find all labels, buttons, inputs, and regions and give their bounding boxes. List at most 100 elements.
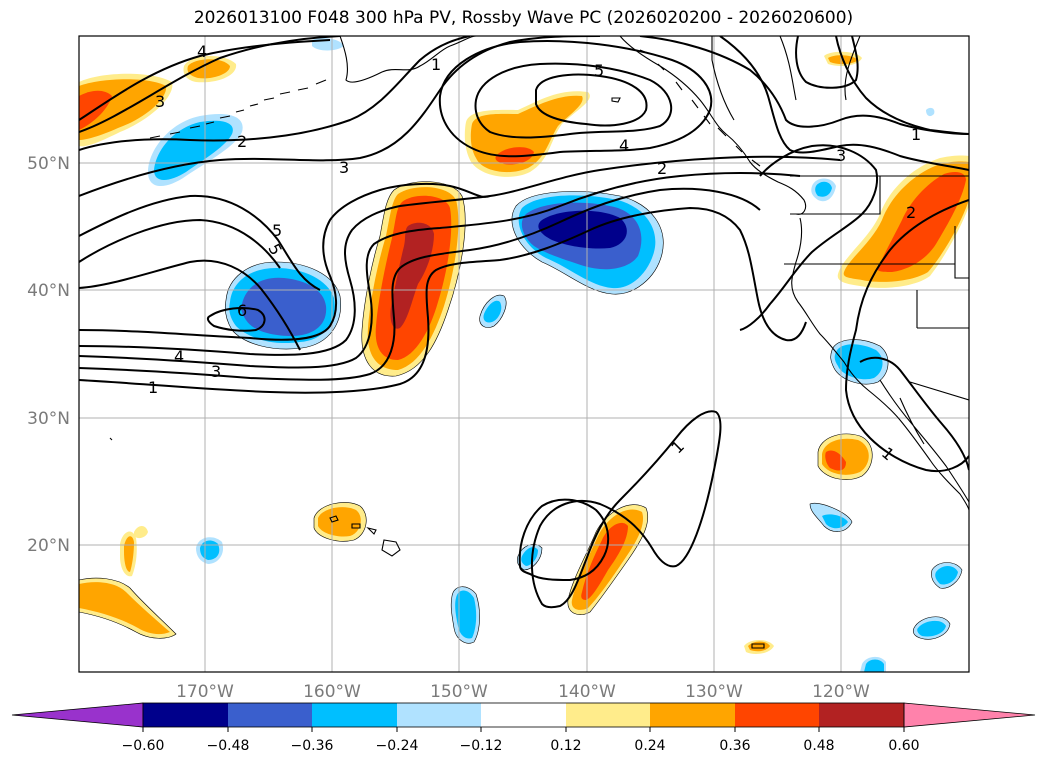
contour-line <box>79 187 761 381</box>
colorbar-tick-label: 0.12 <box>550 738 581 754</box>
colorbar-tick-label: 0.48 <box>803 738 834 754</box>
colorbar-tick-label: −0.48 <box>207 738 250 754</box>
anomaly-outline <box>511 191 664 295</box>
contour-line <box>79 39 331 121</box>
pv-contours <box>79 36 969 609</box>
anomaly-negative <box>483 300 502 323</box>
contour-line <box>79 182 491 341</box>
anomaly-positive <box>79 90 112 130</box>
anomaly-outline <box>313 502 367 542</box>
contour-label: 1 <box>148 378 158 397</box>
contour-line <box>79 36 601 197</box>
anomaly-positive <box>79 582 170 635</box>
contour-label: 3 <box>836 146 846 165</box>
anomaly-negative <box>917 620 946 637</box>
contour-line <box>859 356 969 471</box>
colorbar-tick-label: −0.24 <box>376 738 419 754</box>
contour-label: 1 <box>431 55 441 74</box>
contour-label: 6 <box>237 301 247 320</box>
colorbar-bin <box>397 703 481 727</box>
small-island <box>751 643 765 649</box>
se-alaska-coastline <box>619 36 807 215</box>
anomaly-outline <box>817 433 873 480</box>
anomaly-outline <box>450 586 480 644</box>
contour-line <box>739 144 878 331</box>
lon-label: 130°W <box>685 682 743 702</box>
colorbar-tick-label: −0.60 <box>122 738 165 754</box>
contour-line <box>79 36 341 133</box>
contour-label: 2 <box>237 132 247 151</box>
anomaly-negative <box>815 181 832 197</box>
contour-label: 3 <box>339 158 349 177</box>
baja-peninsula <box>879 379 969 503</box>
anomaly-negative <box>926 107 935 117</box>
lon-label: 140°W <box>558 682 616 702</box>
anomaly-outline <box>567 504 648 615</box>
anomaly-outline <box>931 562 963 589</box>
colorbar-ticks <box>142 727 905 732</box>
contour-line <box>531 410 722 609</box>
state-border <box>784 175 969 401</box>
contour-line <box>719 36 969 171</box>
anomaly-positive <box>581 522 628 600</box>
map-title: 2026013100 F048 300 hPa PV, Rossby Wave … <box>193 8 854 28</box>
colorbar-bin <box>566 703 650 727</box>
anomaly-negative <box>935 566 958 585</box>
contour-line <box>79 194 321 291</box>
map-frame <box>78 35 970 673</box>
anomaly-positive <box>470 95 583 173</box>
lat-label: 30°N <box>27 409 70 429</box>
contour-label: 5 <box>272 221 282 240</box>
contour-label: 1 <box>911 125 921 144</box>
anomaly-negative <box>241 277 327 336</box>
contour-label: 3 <box>211 362 221 381</box>
lon-label: 150°W <box>430 682 488 702</box>
contour-label: 2 <box>657 159 667 178</box>
colorbar-tick-label: 0.24 <box>634 738 665 754</box>
colorbar-bin <box>143 703 228 727</box>
small-island <box>109 437 113 441</box>
contour-line <box>535 73 648 127</box>
lat-labels: 50°N 40°N 30°N 20°N <box>27 154 70 556</box>
colorbar-bin <box>228 703 312 727</box>
contour-line <box>795 36 859 89</box>
contour-label: 2 <box>906 203 916 222</box>
aleutian-islands <box>149 79 327 139</box>
contour-line <box>79 36 471 151</box>
colorbar-tick-label: 0.60 <box>888 738 919 754</box>
colorbar-bin <box>735 703 819 727</box>
anomaly-negative <box>538 210 627 249</box>
colorbar-extend-high <box>903 702 1036 728</box>
lon-labels: 170°W 160°W 150°W 140°W 130°W 120°W <box>176 682 870 702</box>
colorbar-tick-label: −0.36 <box>291 738 334 754</box>
contour-label: 4 <box>174 347 184 366</box>
colorbar-tick-label: −0.12 <box>460 738 503 754</box>
contour-line <box>639 36 969 135</box>
contour-line <box>79 259 301 351</box>
colorbar-tick-label: 0.36 <box>719 738 750 754</box>
contour-line <box>518 498 610 582</box>
lon-label: 170°W <box>176 682 234 702</box>
colorbar-bin <box>819 703 904 727</box>
contour-line <box>79 218 281 269</box>
contour-label: 4 <box>197 42 207 61</box>
contour-label: 4 <box>619 136 629 155</box>
anomaly-outline <box>79 577 177 639</box>
anomaly-negative <box>455 590 477 639</box>
contour-label: 3 <box>155 92 165 111</box>
na-west-coast <box>791 217 969 511</box>
lon-label: 160°W <box>303 682 361 702</box>
colorbar: −0.60 −0.48 −0.36 −0.24 −0.12 0.12 0.24 … <box>11 702 1036 754</box>
lon-label: 120°W <box>812 682 870 702</box>
contour-line <box>206 307 266 332</box>
contour-line <box>835 36 969 135</box>
anomaly-outline <box>479 294 507 328</box>
contour-line <box>474 62 673 139</box>
colorbar-bin <box>481 703 566 727</box>
colorbar-frame <box>142 702 905 728</box>
anomaly-outline <box>912 616 951 640</box>
anomaly-positive <box>318 507 361 537</box>
map-content: 1 2 3 4 5 6 4 3 1 5 4 2 3 1 1 1 3 5 2 <box>79 36 969 672</box>
anomaly-outline <box>809 502 853 532</box>
